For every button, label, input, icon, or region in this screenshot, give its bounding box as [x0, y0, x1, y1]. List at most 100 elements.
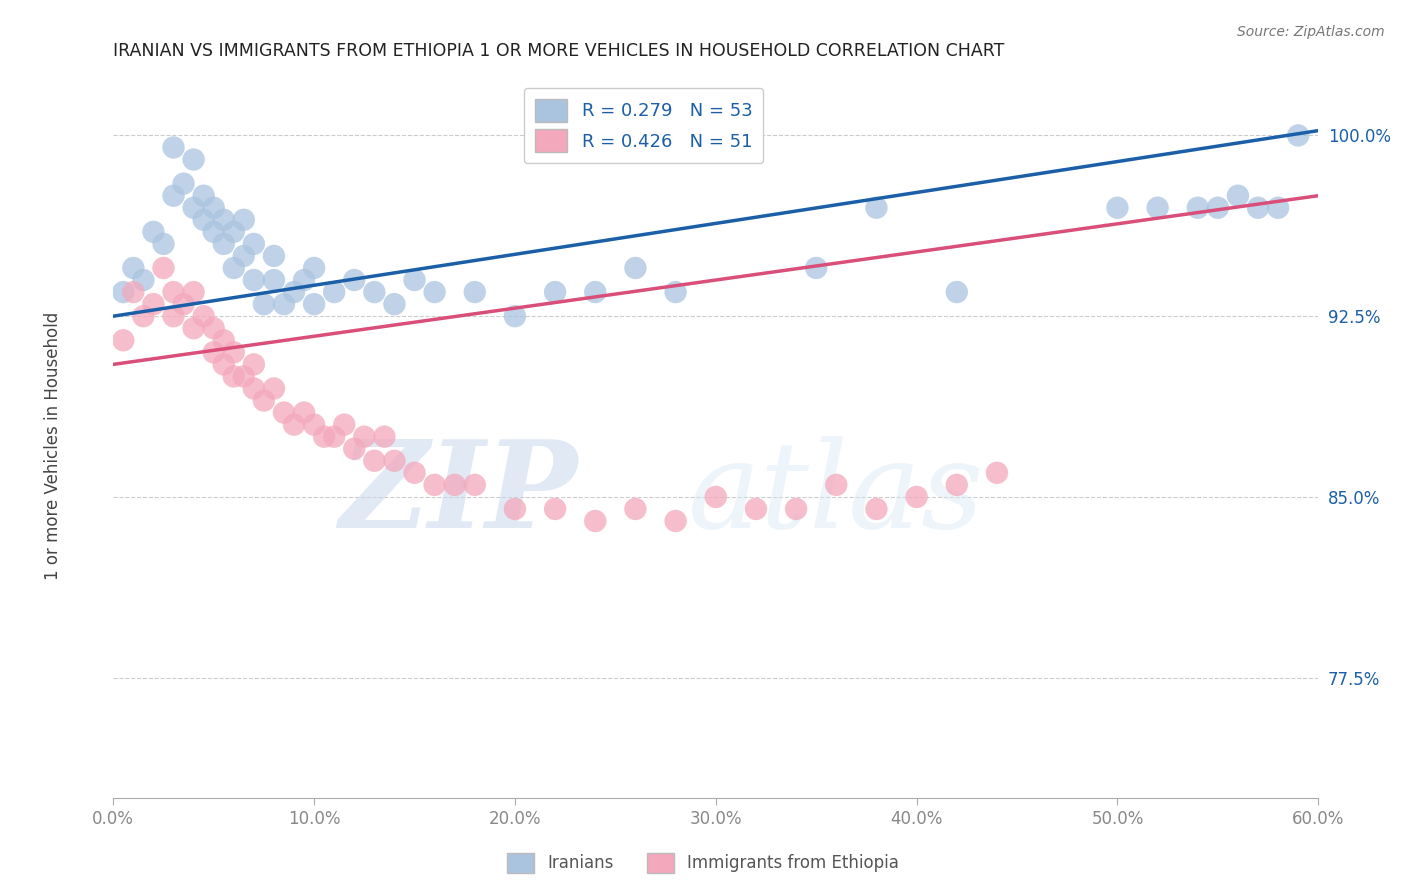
- Point: [183, 153, 205, 167]
- Point: [443, 478, 465, 492]
- Point: [162, 188, 184, 202]
- Point: [1206, 201, 1229, 215]
- Point: [202, 201, 225, 215]
- Point: [544, 502, 567, 516]
- Point: [583, 285, 606, 299]
- Point: [945, 285, 967, 299]
- Point: [253, 297, 276, 311]
- Point: [1247, 201, 1270, 215]
- Point: [363, 285, 385, 299]
- Point: [384, 297, 406, 311]
- Point: [945, 478, 967, 492]
- Point: [503, 502, 526, 516]
- Point: [193, 309, 215, 323]
- Point: [232, 369, 254, 384]
- Point: [704, 490, 727, 504]
- Point: [122, 285, 145, 299]
- Point: [423, 285, 446, 299]
- Point: [292, 273, 315, 287]
- Point: [243, 357, 266, 371]
- Point: [173, 297, 195, 311]
- Point: [363, 454, 385, 468]
- Point: [373, 430, 395, 444]
- Point: [122, 260, 145, 275]
- Legend: R = 0.279   N = 53, R = 0.426   N = 51: R = 0.279 N = 53, R = 0.426 N = 51: [524, 87, 763, 163]
- Point: [464, 285, 486, 299]
- Point: [1187, 201, 1209, 215]
- Point: [132, 273, 155, 287]
- Point: [222, 225, 245, 239]
- Point: [302, 297, 325, 311]
- Point: [404, 273, 426, 287]
- Point: [263, 382, 285, 396]
- Point: [222, 369, 245, 384]
- Point: [273, 297, 295, 311]
- Point: [263, 249, 285, 263]
- Point: [404, 466, 426, 480]
- Point: [323, 430, 346, 444]
- Point: [173, 177, 195, 191]
- Point: [212, 333, 235, 347]
- Point: [183, 285, 205, 299]
- Point: [152, 260, 174, 275]
- Point: [323, 285, 346, 299]
- Point: [665, 514, 688, 528]
- Point: [212, 212, 235, 227]
- Point: [243, 382, 266, 396]
- Point: [865, 502, 887, 516]
- Point: [253, 393, 276, 408]
- Point: [343, 442, 366, 456]
- Point: [343, 273, 366, 287]
- Point: [193, 188, 215, 202]
- Point: [132, 309, 155, 323]
- Text: atlas: atlas: [688, 436, 984, 553]
- Point: [865, 201, 887, 215]
- Point: [222, 260, 245, 275]
- Text: ZIP: ZIP: [339, 435, 578, 554]
- Point: [162, 309, 184, 323]
- Point: [464, 478, 486, 492]
- Point: [544, 285, 567, 299]
- Point: [283, 285, 305, 299]
- Point: [202, 321, 225, 335]
- Point: [583, 514, 606, 528]
- Point: [986, 466, 1008, 480]
- Point: [232, 249, 254, 263]
- Point: [162, 140, 184, 154]
- Point: [624, 502, 647, 516]
- Point: [263, 273, 285, 287]
- Point: [232, 212, 254, 227]
- Point: [162, 285, 184, 299]
- Point: [212, 236, 235, 251]
- Point: [1267, 201, 1289, 215]
- Point: [314, 430, 336, 444]
- Point: [222, 345, 245, 359]
- Point: [745, 502, 768, 516]
- Point: [353, 430, 375, 444]
- Point: [183, 321, 205, 335]
- Point: [1107, 201, 1129, 215]
- Point: [292, 406, 315, 420]
- Text: IRANIAN VS IMMIGRANTS FROM ETHIOPIA 1 OR MORE VEHICLES IN HOUSEHOLD CORRELATION : IRANIAN VS IMMIGRANTS FROM ETHIOPIA 1 OR…: [114, 42, 1005, 60]
- Point: [624, 260, 647, 275]
- Point: [142, 297, 165, 311]
- Text: 1 or more Vehicles in Household: 1 or more Vehicles in Household: [45, 312, 62, 580]
- Point: [302, 417, 325, 432]
- Point: [112, 285, 135, 299]
- Point: [273, 406, 295, 420]
- Point: [202, 345, 225, 359]
- Point: [806, 260, 828, 275]
- Point: [665, 285, 688, 299]
- Point: [503, 309, 526, 323]
- Legend: Iranians, Immigrants from Ethiopia: Iranians, Immigrants from Ethiopia: [501, 847, 905, 880]
- Point: [1286, 128, 1309, 143]
- Point: [302, 260, 325, 275]
- Point: [825, 478, 848, 492]
- Point: [905, 490, 928, 504]
- Point: [193, 212, 215, 227]
- Point: [423, 478, 446, 492]
- Point: [1226, 188, 1249, 202]
- Point: [384, 454, 406, 468]
- Point: [142, 225, 165, 239]
- Point: [785, 502, 807, 516]
